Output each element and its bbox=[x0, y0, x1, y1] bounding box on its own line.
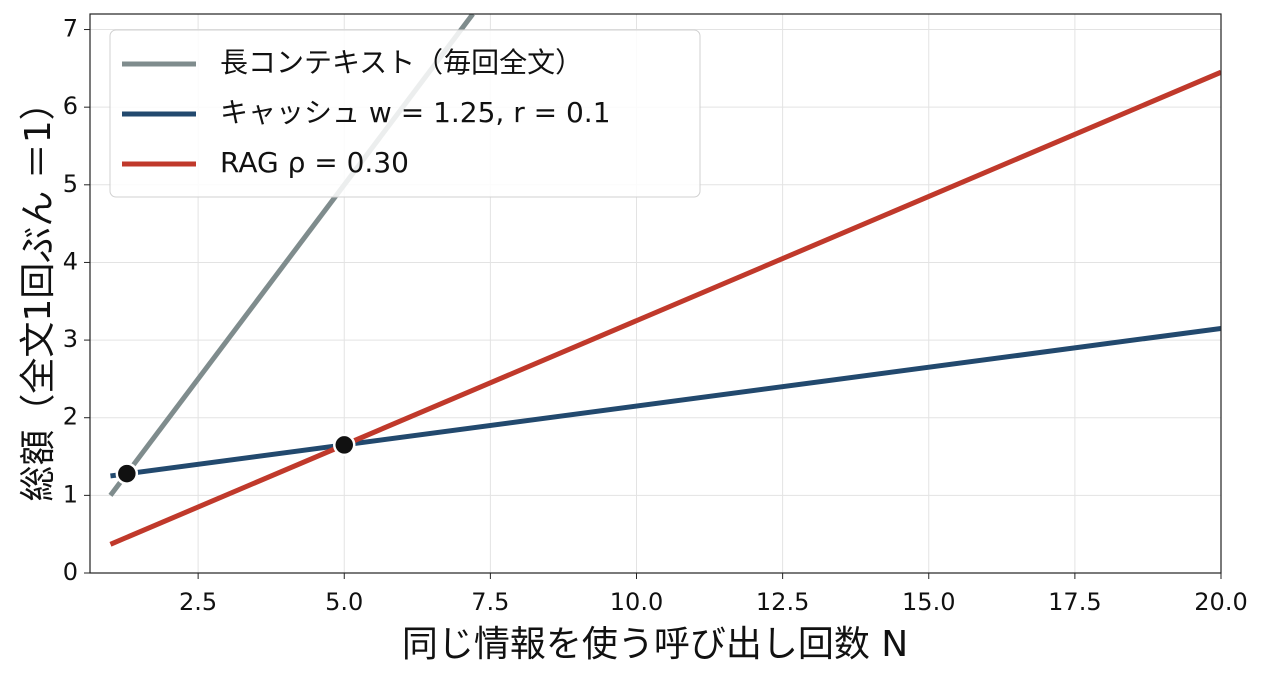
series-line bbox=[109, 69, 1221, 547]
legend-box bbox=[109, 29, 701, 198]
intersection-marker bbox=[115, 462, 139, 485]
y-axis-label: 総額（全文1回ぶん ＝1） bbox=[18, 84, 59, 501]
x-tick-label: 7.5 bbox=[471, 588, 509, 616]
y-tick-label: 3 bbox=[63, 325, 78, 353]
series-line bbox=[110, 325, 1221, 479]
x-axis-label: 同じ情報を使う呼び出し回数 N bbox=[402, 624, 908, 665]
y-tick-label: 1 bbox=[63, 480, 78, 508]
intersection-marker bbox=[333, 433, 356, 457]
y-tick-label: 7 bbox=[63, 15, 78, 43]
x-tick-label: 10.0 bbox=[610, 588, 663, 616]
x-tick-label: 12.5 bbox=[756, 588, 809, 616]
y-tick-label: 0 bbox=[63, 558, 78, 586]
x-tick-label: 20.0 bbox=[1194, 588, 1247, 616]
x-tick-label: 2.5 bbox=[179, 588, 217, 616]
y-tick-label: 2 bbox=[63, 403, 78, 431]
x-tick-label: 17.5 bbox=[1048, 588, 1101, 616]
y-tick-label: 4 bbox=[63, 247, 78, 275]
x-tick-label: 15.0 bbox=[902, 588, 955, 616]
legend-label: 長コンテキスト（毎回全文） bbox=[220, 46, 583, 79]
y-tick-label: 6 bbox=[63, 92, 78, 120]
legend-label: キャッシュ w = 1.25, r = 0.1 bbox=[220, 96, 611, 129]
plot-frame bbox=[89, 13, 1222, 574]
legend: 長コンテキスト（毎回全文） キャッシュ w = 1.25, r = 0.1 RAG … bbox=[109, 29, 701, 198]
y-tick-label: 5 bbox=[63, 170, 78, 198]
legend-label: RAG ρ = 0.30 bbox=[220, 146, 409, 179]
x-tick-label: 5.0 bbox=[325, 588, 363, 616]
